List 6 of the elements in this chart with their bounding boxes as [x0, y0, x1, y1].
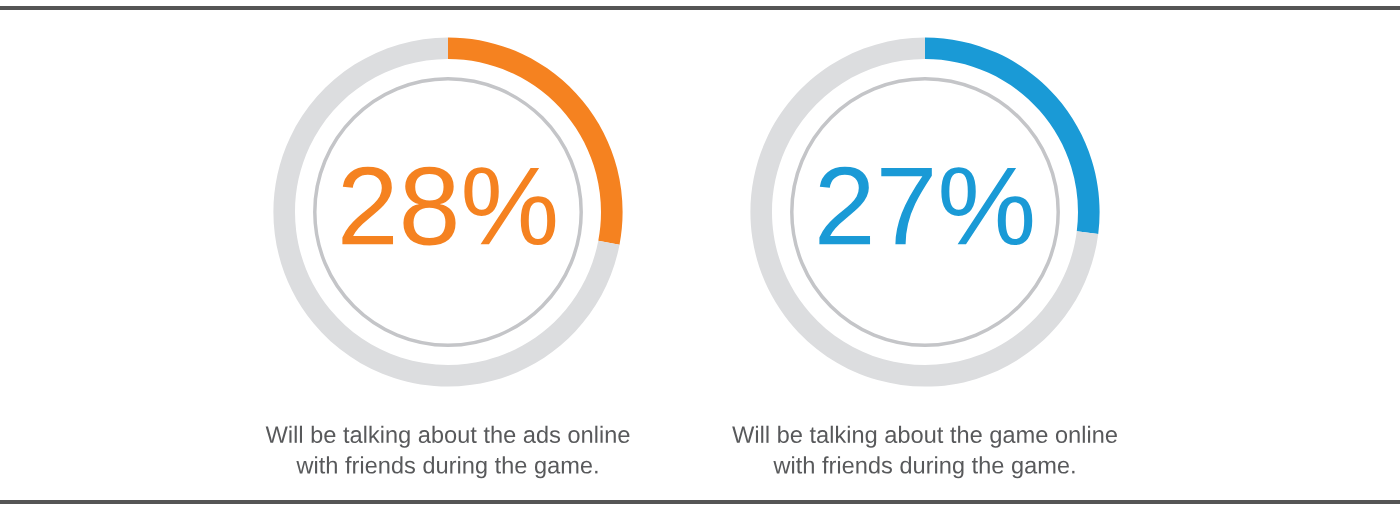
data-label: 27% [819, 166, 1033, 245]
donut-slice [273, 37, 620, 387]
text: Will be talking about the ads online with friends during the game. [265, 425, 630, 479]
donut-slice [750, 37, 1099, 387]
text: Will be talking about the game online with friends during the game. [732, 425, 1117, 479]
data-label: 28% [342, 166, 556, 246]
